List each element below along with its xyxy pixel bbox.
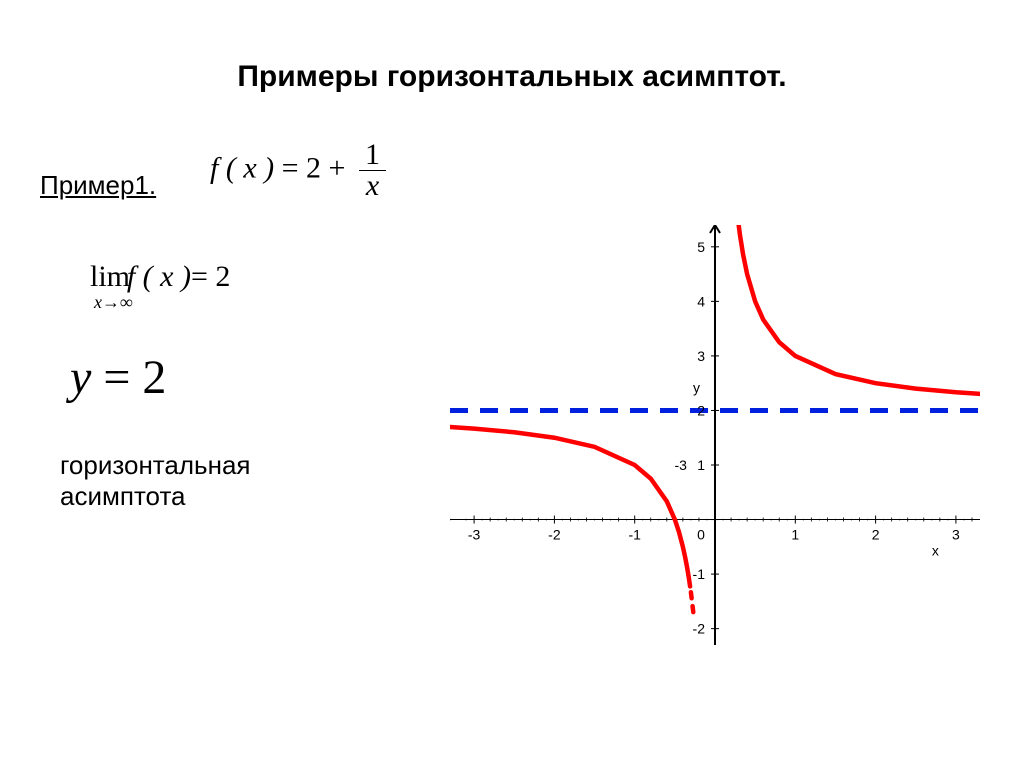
asy-label-line2: асимптота [60, 481, 251, 512]
svg-text:3: 3 [697, 348, 705, 364]
svg-text:0: 0 [697, 527, 705, 543]
svg-text:5: 5 [697, 239, 705, 255]
svg-text:-2: -2 [693, 621, 706, 637]
svg-text:-2: -2 [548, 527, 561, 543]
lim-fx: f ( x ) [127, 260, 191, 294]
asy-val: = 2 [91, 351, 166, 404]
asymptote-equation: y = 2 [70, 350, 166, 405]
example-label: Пример1. [40, 170, 156, 201]
svg-text:2: 2 [697, 402, 705, 418]
asy-y: y [70, 351, 91, 404]
frac-den: x [359, 171, 386, 201]
lim-eq: = 2 [191, 260, 230, 294]
limit-expression: lim x→∞ f ( x ) = 2 [90, 260, 230, 313]
svg-text:x: x [932, 543, 939, 559]
fraction: 1x [359, 140, 386, 201]
asymptote-label: горизонтальная асимптота [60, 450, 251, 512]
page-title: Примеры горизонтальных асимптот. [0, 60, 1024, 94]
function-expression: f ( x ) = 2 + 1x [210, 140, 386, 201]
svg-text:1: 1 [791, 527, 799, 543]
svg-text:-3: -3 [674, 457, 687, 473]
svg-text:-1: -1 [628, 527, 641, 543]
asy-label-line1: горизонтальная [60, 450, 251, 481]
svg-text:1: 1 [697, 457, 705, 473]
func-lhs: f ( x ) [210, 151, 274, 184]
chart: -3 -2 -1 1 2 3 0 x -2 -1 1 2 3 4 5 y -3 [450, 225, 980, 645]
lim-subscript: x→∞ [94, 292, 133, 313]
lim-operator: lim [90, 260, 130, 293]
func-eq: = 2 + [274, 151, 353, 184]
svg-text:y: y [693, 379, 700, 395]
svg-text:4: 4 [697, 293, 705, 309]
frac-num: 1 [359, 140, 386, 171]
svg-text:2: 2 [872, 527, 880, 543]
svg-text:-3: -3 [468, 527, 481, 543]
svg-text:3: 3 [952, 527, 960, 543]
svg-text:-1: -1 [693, 566, 706, 582]
